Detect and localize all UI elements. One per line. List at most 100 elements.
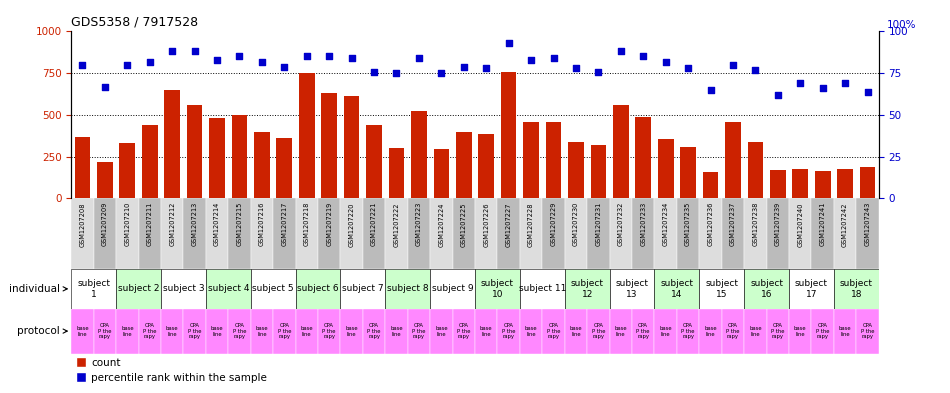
- Text: CPA
P the
rapy: CPA P the rapy: [412, 323, 426, 340]
- Text: CPA
P the
rapy: CPA P the rapy: [592, 323, 605, 340]
- Text: CPA
P the
rapy: CPA P the rapy: [861, 323, 874, 340]
- Bar: [318, 198, 340, 269]
- Bar: [452, 198, 475, 269]
- Text: base
line: base line: [749, 326, 762, 336]
- Text: subject 11: subject 11: [519, 285, 566, 293]
- Text: GSM1207217: GSM1207217: [281, 202, 287, 246]
- Text: GSM1207234: GSM1207234: [663, 202, 669, 246]
- Bar: [789, 198, 811, 269]
- Point: [748, 67, 763, 73]
- Bar: [161, 309, 183, 354]
- Point: [838, 80, 853, 86]
- Bar: [254, 132, 270, 198]
- Text: base
line: base line: [570, 326, 582, 336]
- Bar: [430, 198, 452, 269]
- Bar: [834, 269, 879, 309]
- Bar: [834, 198, 856, 269]
- Bar: [408, 198, 430, 269]
- Text: base
line: base line: [211, 326, 223, 336]
- Bar: [206, 309, 228, 354]
- Bar: [564, 198, 587, 269]
- Bar: [164, 90, 180, 198]
- Bar: [295, 269, 340, 309]
- Point: [591, 68, 606, 75]
- Bar: [680, 147, 696, 198]
- Text: GSM1207233: GSM1207233: [640, 202, 646, 246]
- Text: base
line: base line: [166, 326, 179, 336]
- Text: GSM1207209: GSM1207209: [102, 202, 108, 246]
- Text: GSM1207229: GSM1207229: [550, 202, 557, 246]
- Text: subject
17: subject 17: [795, 279, 828, 299]
- Text: CPA
P the
rapy: CPA P the rapy: [547, 323, 560, 340]
- Bar: [479, 134, 494, 198]
- Bar: [856, 309, 879, 354]
- Bar: [340, 269, 386, 309]
- Bar: [366, 125, 382, 198]
- Bar: [71, 309, 94, 354]
- Point: [209, 57, 224, 63]
- Bar: [183, 198, 206, 269]
- Point: [860, 88, 875, 95]
- Text: base
line: base line: [524, 326, 538, 336]
- Bar: [568, 141, 584, 198]
- Bar: [116, 198, 139, 269]
- Point: [322, 53, 337, 60]
- Text: GSM1207215: GSM1207215: [237, 202, 242, 246]
- Bar: [564, 309, 587, 354]
- Bar: [386, 269, 430, 309]
- Point: [546, 55, 561, 61]
- Point: [411, 55, 427, 61]
- Bar: [744, 198, 767, 269]
- Bar: [116, 269, 161, 309]
- Text: subject 6: subject 6: [297, 285, 339, 293]
- Text: CPA
P the
rapy: CPA P the rapy: [502, 323, 516, 340]
- Text: GSM1207241: GSM1207241: [820, 202, 826, 246]
- Bar: [452, 309, 475, 354]
- Bar: [318, 309, 340, 354]
- Bar: [251, 309, 274, 354]
- Bar: [386, 198, 408, 269]
- Bar: [433, 149, 449, 198]
- Bar: [274, 309, 295, 354]
- Text: subject 8: subject 8: [387, 285, 428, 293]
- Text: CPA
P the
rapy: CPA P the rapy: [143, 323, 157, 340]
- Text: CPA
P the
rapy: CPA P the rapy: [816, 323, 829, 340]
- Bar: [636, 117, 651, 198]
- Bar: [722, 309, 744, 354]
- Bar: [430, 269, 475, 309]
- Bar: [789, 269, 834, 309]
- Text: subject 7: subject 7: [342, 285, 384, 293]
- Bar: [206, 198, 228, 269]
- Bar: [520, 269, 564, 309]
- Bar: [545, 121, 561, 198]
- Bar: [767, 309, 789, 354]
- Bar: [232, 115, 247, 198]
- Text: GSM1207210: GSM1207210: [124, 202, 130, 246]
- Bar: [321, 93, 337, 198]
- Text: base
line: base line: [839, 326, 851, 336]
- Text: GSM1207226: GSM1207226: [484, 202, 489, 246]
- Text: GSM1207220: GSM1207220: [349, 202, 354, 246]
- Bar: [837, 169, 853, 198]
- Text: GSM1207218: GSM1207218: [304, 202, 310, 246]
- Bar: [744, 269, 789, 309]
- Point: [434, 70, 449, 76]
- Bar: [610, 198, 632, 269]
- Bar: [386, 309, 408, 354]
- Bar: [676, 309, 699, 354]
- Bar: [340, 309, 363, 354]
- Text: CPA
P the
rapy: CPA P the rapy: [457, 323, 470, 340]
- Point: [703, 87, 718, 93]
- Legend: count, percentile rank within the sample: count, percentile rank within the sample: [71, 354, 271, 387]
- Text: subject 5: subject 5: [253, 285, 294, 293]
- Point: [523, 57, 539, 63]
- Text: GSM1207221: GSM1207221: [371, 202, 377, 246]
- Text: CPA
P the
rapy: CPA P the rapy: [368, 323, 381, 340]
- Point: [344, 55, 359, 61]
- Bar: [475, 198, 498, 269]
- Bar: [860, 167, 875, 198]
- Text: GSM1207225: GSM1207225: [461, 202, 466, 246]
- Point: [367, 68, 382, 75]
- Text: base
line: base line: [345, 326, 358, 336]
- Text: GSM1207211: GSM1207211: [146, 202, 153, 246]
